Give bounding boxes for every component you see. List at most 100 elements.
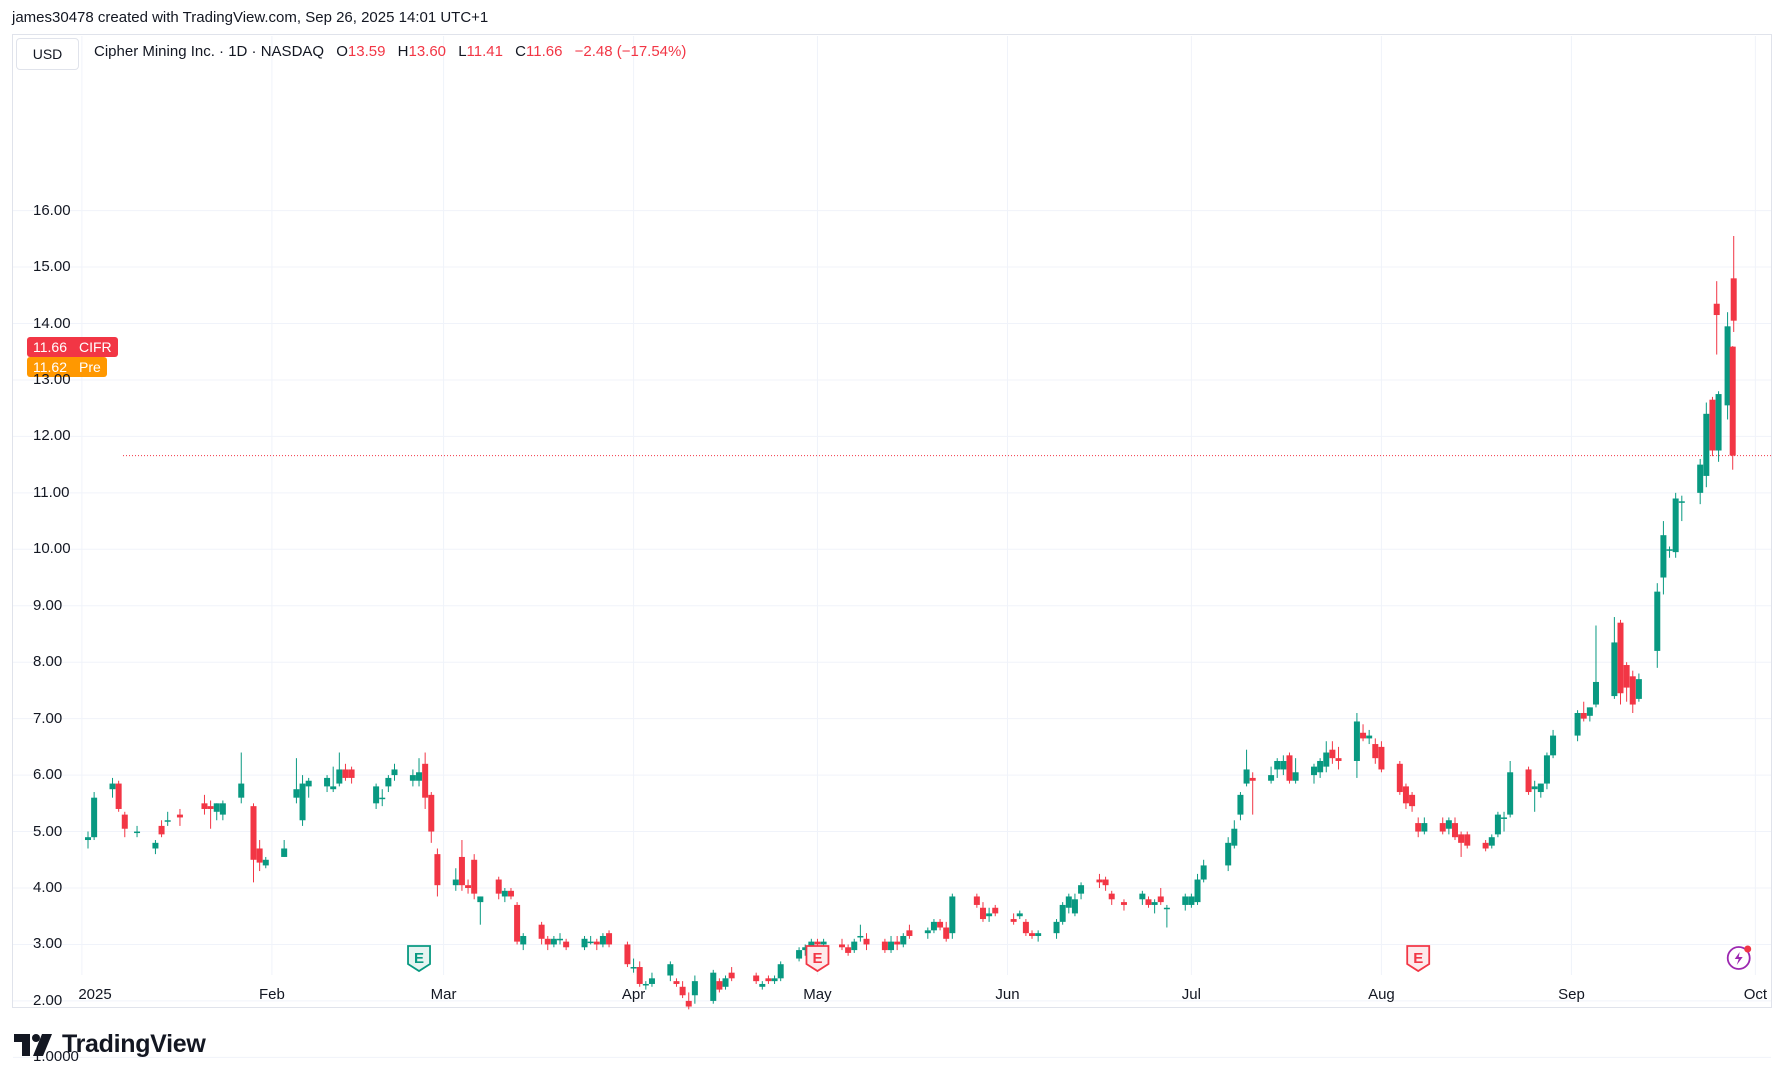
y-axis-tick-label: 6.00 [33,766,63,784]
candle-body [1163,907,1170,910]
premarket-price-value: 11.62 [33,359,67,375]
candle-body [134,831,141,834]
candle-body [501,890,508,897]
candle-body [1635,679,1642,699]
low-value: 11.41 [466,43,503,60]
candle-body [624,944,631,965]
candle-body [943,927,950,939]
candle-body [1078,885,1085,894]
candle-body [1415,823,1422,832]
candle-body [716,981,723,990]
candle-body [894,941,901,945]
candle-body [606,933,613,945]
candle-body [1482,842,1489,849]
candle-body [416,772,423,781]
candle-body [1378,746,1385,770]
candle-body [1274,760,1281,770]
open-value: 13.59 [347,43,386,60]
candle-body [1145,899,1152,905]
candle-body [1507,772,1514,815]
y-axis-tick-label: 2.00 [33,991,63,1009]
candle-body [906,930,913,936]
candle-body [979,907,986,920]
y-axis-tick-label: 13.00 [33,370,71,388]
candle-body [820,941,827,945]
candle-body [1157,896,1164,903]
candle-body [937,921,944,928]
candle-body [845,947,852,953]
x-axis-tick-label: Jun [995,986,1020,1003]
tradingview-logo[interactable]: TradingView [14,1030,206,1059]
earnings-marker-icon[interactable]: E [1406,945,1431,973]
candle-body [1703,413,1710,476]
candle-body [538,924,545,939]
candle-body [1543,755,1550,784]
y-axis-tick-label: 14.00 [33,314,71,332]
currency-button[interactable]: USD [16,38,79,70]
candle-body [1372,744,1379,759]
candle-body [1672,498,1679,553]
earnings-marker-icon[interactable]: E [407,945,431,973]
candle-body [1243,769,1250,784]
candle-body [1402,786,1409,804]
candle-body [238,783,245,798]
y-axis-tick-label: 4.00 [33,879,63,896]
candle-body [373,786,380,804]
candle-body [1231,828,1238,846]
candle-body [1488,837,1495,846]
candle-body [900,935,907,945]
y-axis-tick-label: 15.00 [33,258,71,276]
sparkle-icon[interactable] [1726,945,1752,970]
candle-body [1120,902,1127,905]
high-value: 13.60 [408,43,447,60]
last-price-value: 11.66 [33,339,67,355]
candle-body [471,859,478,894]
candle-body [557,938,564,941]
candle-body [863,938,870,945]
candle-body [152,842,159,849]
candle-body [158,825,165,835]
candle-body [299,783,306,821]
candle-body [685,1000,692,1007]
candle-body [91,797,98,838]
candle-body [679,986,686,996]
candle-body [1421,823,1428,832]
candle-body [409,775,416,781]
candle-body [1065,896,1072,908]
x-axis-tick-label: May [803,986,832,1003]
candle-body [581,938,588,948]
candle-body [1574,713,1581,736]
candle-body [1323,752,1330,767]
candle-body [667,964,674,976]
candle-body [1353,721,1360,761]
candle-body [1053,921,1060,934]
tradingview-logo-icon [14,1033,52,1056]
candle-body [1366,735,1373,739]
candle-body [1188,896,1195,905]
x-axis-tick-label: Aug [1368,986,1395,1003]
candle-body [1730,278,1737,321]
candle-body [771,978,778,982]
candle-body [422,763,429,798]
y-axis-tick-label: 9.00 [33,596,63,614]
last-price-tag: CIFR [79,339,112,355]
candle-body [1010,919,1017,922]
candle-body [722,978,729,987]
close-label: C [515,43,526,60]
candle-body [428,794,435,832]
last-price-badge: 11.66 CIFR [27,337,118,357]
candle-body [520,935,527,945]
candle-body [1586,707,1593,716]
candle-body [924,930,931,934]
candle-body [1550,735,1557,756]
candle-body [1151,902,1158,905]
candle-body [1660,535,1667,578]
candle-body [673,981,680,984]
candle-body [814,941,821,945]
candle-body [1249,777,1256,781]
change-value: −2.48 (−17.54%) [574,43,687,60]
earnings-marker-icon[interactable]: E [805,945,830,973]
candle-body [495,879,502,894]
candle-body [1286,755,1293,781]
